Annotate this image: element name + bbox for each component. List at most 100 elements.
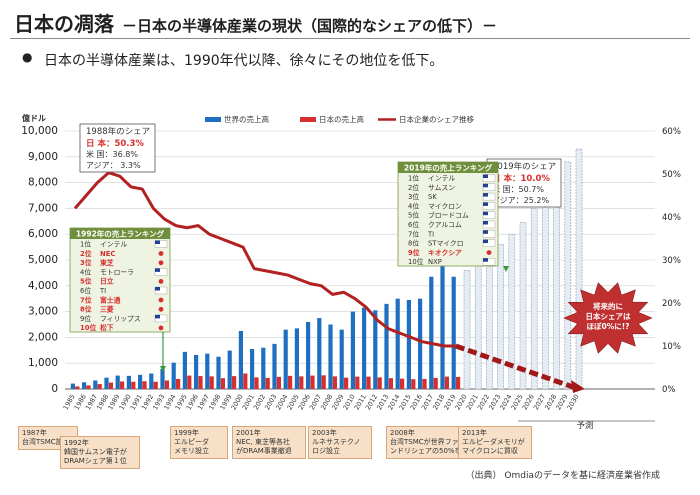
ranking-1992-title: 1992年の売上ランキング (76, 229, 165, 239)
ranking-company: ブロードコム (428, 211, 469, 220)
share-1988-japan: 日 本：50.3% (86, 138, 144, 149)
ranking-company: NXP (428, 258, 442, 266)
japan-sales-bar (355, 376, 360, 389)
summary-bullet: 日本の半導体産業は、1990年代以降、徐々にその地位を低下。 (22, 50, 443, 70)
y-tick-label: 4,000 (28, 280, 58, 292)
flag-canton (483, 174, 488, 178)
world-sales-bar (440, 262, 445, 389)
world-sales-bar (395, 298, 400, 389)
ranking-company: 日立 (100, 277, 114, 286)
y-tick-label: 8,000 (28, 177, 58, 189)
share-2019-japan: 日 本：10.0% (492, 173, 550, 184)
flag-japan-icon (486, 250, 492, 256)
y2-tick-label: 30% (662, 256, 681, 266)
ranking-rank: 6位 (408, 220, 419, 229)
legend-swatch (205, 117, 221, 122)
flag-canton (155, 268, 160, 272)
y-tick-label: 2,000 (28, 331, 58, 343)
world-sales-bar (261, 347, 266, 389)
ranking-rank: 8位 (80, 305, 92, 314)
share-2019-us: 米 国：50.7% (492, 184, 544, 194)
ranking-company: 東芝 (99, 258, 114, 267)
world-sales-bar (339, 329, 344, 389)
flag-canton (155, 314, 160, 319)
flag-canton (155, 287, 160, 291)
japan-sales-bar (232, 376, 237, 389)
share-1988-us: 米 国：36.8% (86, 149, 138, 159)
forecast-bar (575, 148, 583, 390)
y2-tick-label: 60% (662, 127, 681, 137)
japan-sales-bar (265, 377, 270, 389)
timeline-note: 1999年 エルピーダ メモリ設立 (170, 426, 228, 459)
world-sales-bar (350, 311, 355, 389)
ranking-company: STマイクロ (428, 240, 464, 248)
ranking-company: キオクシア (428, 248, 462, 257)
forecast-burst-text: 将来的に (593, 301, 623, 311)
world-sales-bar (418, 298, 423, 389)
forecast-burst-text: ほぼ0%に!? (586, 321, 629, 331)
japan-sales-bar (310, 375, 315, 389)
ranking-rank: 5位 (408, 211, 419, 220)
share-forecast-arrow (454, 343, 574, 390)
japan-sales-bar (131, 381, 136, 389)
flag-canton (483, 211, 488, 216)
world-sales-bar (149, 373, 154, 389)
japan-sales-bar (288, 375, 293, 389)
flag-canton (483, 230, 488, 234)
ranking-rank: 10位 (408, 257, 424, 266)
world-sales-bar (362, 307, 367, 389)
title-subtitle: －日本の半導体産業の現状（国際的なシェアの低下）－ (122, 17, 498, 35)
world-sales-bar (115, 375, 120, 389)
japan-sales-bar (220, 378, 225, 389)
world-sales-bar (216, 356, 221, 389)
world-sales-bar (227, 350, 232, 389)
world-sales-bar (317, 318, 322, 389)
japan-sales-bar (97, 384, 102, 389)
ranking-company: 富士通 (100, 295, 121, 304)
japan-sales-bar (187, 375, 192, 389)
timeline-note: 2013年 エルピーダメモリが マイクロンに買収 (458, 426, 532, 459)
y2-tick-label: 50% (662, 170, 681, 180)
ranking-rank: 3位 (408, 192, 419, 201)
forecast-burst-text: 日本シェアは (586, 311, 631, 321)
legend-swatch (300, 117, 316, 122)
world-sales-bar (384, 303, 389, 389)
flag-japan-icon (158, 306, 164, 312)
ranking-company: SK (428, 193, 437, 201)
share-2019-title: 2019年のシェア (492, 161, 556, 172)
forecast-bar (486, 253, 493, 390)
japan-sales-bar (75, 386, 80, 389)
flag-japan-icon (158, 297, 164, 303)
forecast-bar (497, 244, 504, 390)
ranking-rank: 4位 (408, 201, 419, 210)
japan-sales-bar (142, 381, 147, 389)
world-sales-bar (451, 276, 456, 389)
world-sales-bar (205, 353, 210, 389)
ranking-rank: 5位 (80, 277, 92, 286)
arrow-down-icon (503, 266, 509, 272)
ranking-rank: 6位 (80, 286, 91, 295)
japan-sales-bar (86, 385, 91, 389)
flag-canton (483, 193, 488, 197)
japan-sales-bar (153, 381, 158, 389)
world-sales-bar (82, 382, 87, 389)
japan-sales-bar (411, 379, 416, 389)
ranking-company: TI (427, 230, 434, 238)
title-main: 日本の凋落 (14, 12, 114, 36)
japan-sales-bar (456, 376, 461, 389)
japan-sales-bar (433, 377, 438, 389)
y-tick-label: 6,000 (28, 228, 58, 240)
share-1988-box (79, 123, 156, 173)
world-sales-bar (238, 330, 243, 389)
world-sales-bar (429, 276, 434, 389)
forecast-label: 予測 (576, 420, 593, 431)
y-tick-label: 9,000 (28, 151, 58, 163)
forecast-bar (542, 192, 549, 390)
ranking-company: サムスン (428, 184, 455, 192)
source-note: （出典） Omdiaのデータを基に経済産業省作成 (465, 471, 660, 481)
timeline-note: 1992年 韓国サムスン電子が DRAMシェア第１位 (60, 436, 140, 469)
y-tick-label: 5,000 (28, 254, 58, 266)
forecast-bar (553, 177, 560, 390)
japan-sales-bar (444, 376, 449, 389)
